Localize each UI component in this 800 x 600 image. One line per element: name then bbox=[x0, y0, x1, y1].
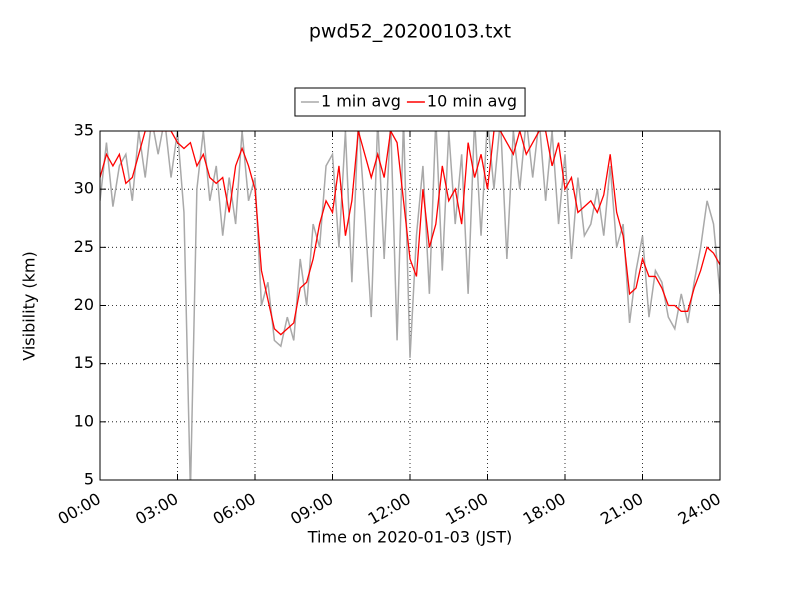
x-axis-label: Time on 2020-01-03 (JST) bbox=[307, 528, 512, 547]
chart-title: pwd52_20200103.txt bbox=[309, 21, 511, 43]
plot-lines bbox=[100, 131, 720, 480]
y-tick-label: 25 bbox=[74, 237, 94, 256]
y-tick-label: 35 bbox=[74, 121, 94, 140]
legend-label: 1 min avg bbox=[321, 92, 401, 111]
legend: 1 min avg 10 min avg bbox=[294, 87, 526, 117]
y-tick-label: 10 bbox=[74, 411, 94, 430]
y-tick-label: 5 bbox=[84, 470, 94, 489]
series-line bbox=[100, 131, 720, 336]
y-tick-label: 20 bbox=[74, 295, 94, 314]
y-tick-label: 30 bbox=[74, 179, 94, 198]
legend-label: 10 min avg bbox=[427, 92, 517, 111]
y-axis-label: Visibility (km) bbox=[20, 251, 39, 360]
series-line bbox=[100, 131, 720, 480]
y-tick-label: 15 bbox=[74, 353, 94, 372]
